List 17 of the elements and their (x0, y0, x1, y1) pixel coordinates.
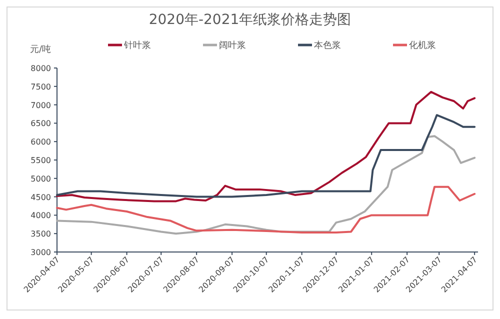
y-tick-label: 7000 (30, 100, 51, 110)
y-axis-title: 元/吨 (30, 44, 52, 55)
y-tick-label: 4500 (30, 192, 51, 202)
legend-label: 针叶浆 (123, 40, 151, 51)
y-tick-label: 4000 (30, 211, 51, 220)
y-tick-label: 8000 (30, 64, 51, 73)
legend-label: 本色浆 (314, 40, 341, 51)
y-tick-label: 3000 (30, 248, 51, 257)
y-tick-label: 5500 (30, 156, 51, 165)
legend-label: 化机浆 (409, 40, 436, 51)
y-tick-label: 6500 (30, 119, 51, 128)
y-tick-label: 5000 (30, 174, 51, 184)
chart-title: 2020年-2021年纸浆价格走势图 (148, 12, 352, 28)
y-tick-label: 7500 (30, 82, 51, 92)
y-tick-label: 3500 (30, 230, 51, 239)
legend-label: 阔叶浆 (219, 40, 246, 51)
y-tick-label: 6000 (30, 138, 51, 147)
